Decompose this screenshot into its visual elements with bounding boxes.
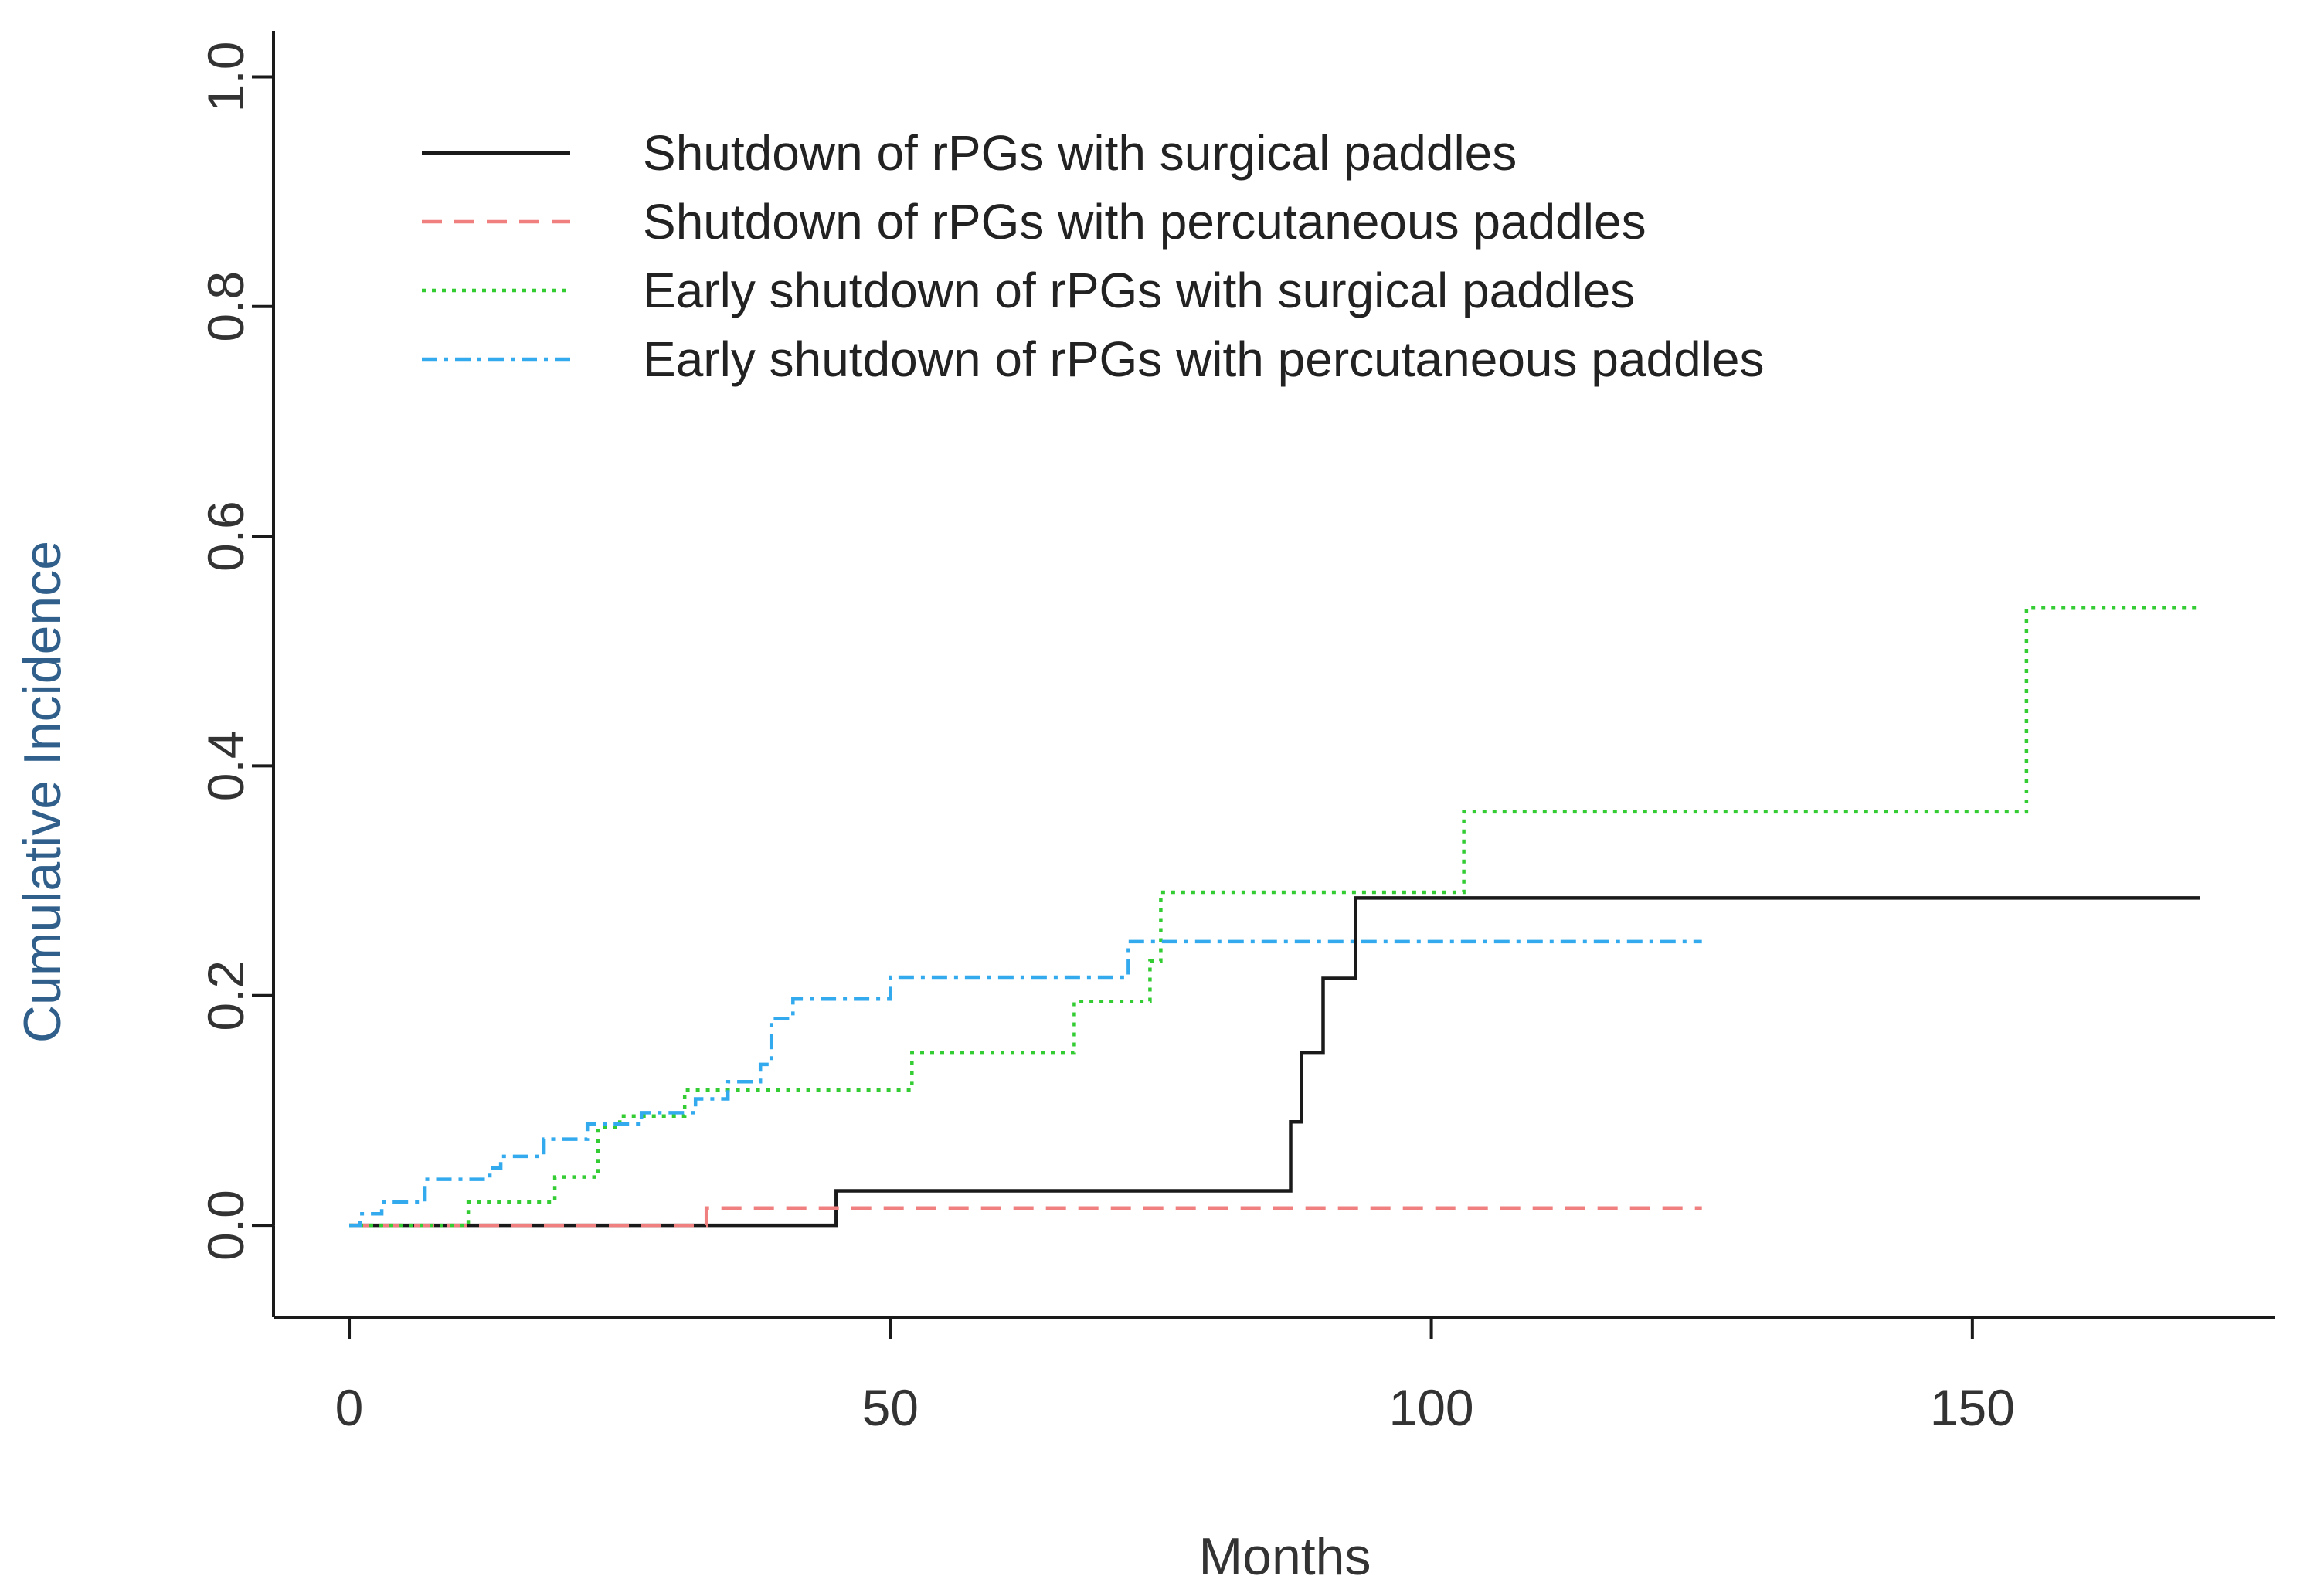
x-tick-label: 100 xyxy=(1389,1379,1474,1436)
legend: Shutdown of rPGs with surgical paddles Sh… xyxy=(422,125,1764,387)
series-line-2 xyxy=(349,1206,1702,1228)
axis-titles: Months Cumulative Incidence xyxy=(13,541,1371,1586)
legend-label-3: Early shutdown of rPGs with surgical pad… xyxy=(643,263,1635,318)
y-axis-title: Cumulative Incidence xyxy=(13,541,72,1043)
y-tick-label: 1.0 xyxy=(197,42,254,113)
y-tick-label: 0.0 xyxy=(197,1190,254,1261)
series-line-1 xyxy=(349,896,2200,1228)
series-line-4 xyxy=(349,939,1702,1228)
y-tick-label: 0.4 xyxy=(197,731,254,802)
series-line-3 xyxy=(349,606,2200,1228)
x-tick-label: 150 xyxy=(1930,1379,2015,1436)
x-tick-label: 0 xyxy=(335,1379,364,1436)
y-tick-label: 0.8 xyxy=(197,271,254,342)
legend-label-1: Shutdown of rPGs with surgical paddles xyxy=(643,125,1517,181)
y-tick-label: 0.2 xyxy=(197,960,254,1031)
legend-label-4: Early shutdown of rPGs with percutaneous… xyxy=(643,331,1764,387)
series-layer xyxy=(349,606,2200,1228)
axes: 0.0 0.2 0.4 0.6 0.8 1.0 0 50 100 150 xyxy=(197,31,2275,1436)
y-tick-label: 0.6 xyxy=(197,501,254,572)
legend-label-2: Shutdown of rPGs with percutaneous paddl… xyxy=(643,194,1646,250)
x-tick-label: 50 xyxy=(862,1379,919,1436)
x-axis-title: Months xyxy=(1199,1527,1371,1586)
